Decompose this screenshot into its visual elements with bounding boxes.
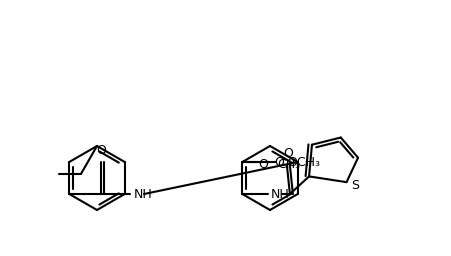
Text: S: S — [351, 179, 359, 192]
Text: O: O — [258, 157, 267, 170]
Text: O: O — [282, 147, 292, 160]
Text: NH: NH — [134, 188, 152, 201]
Text: O: O — [96, 144, 106, 157]
Text: CH₃: CH₃ — [277, 157, 300, 170]
Text: OCH₃: OCH₃ — [286, 156, 319, 169]
Text: O: O — [273, 155, 283, 168]
Text: NH: NH — [270, 188, 289, 201]
